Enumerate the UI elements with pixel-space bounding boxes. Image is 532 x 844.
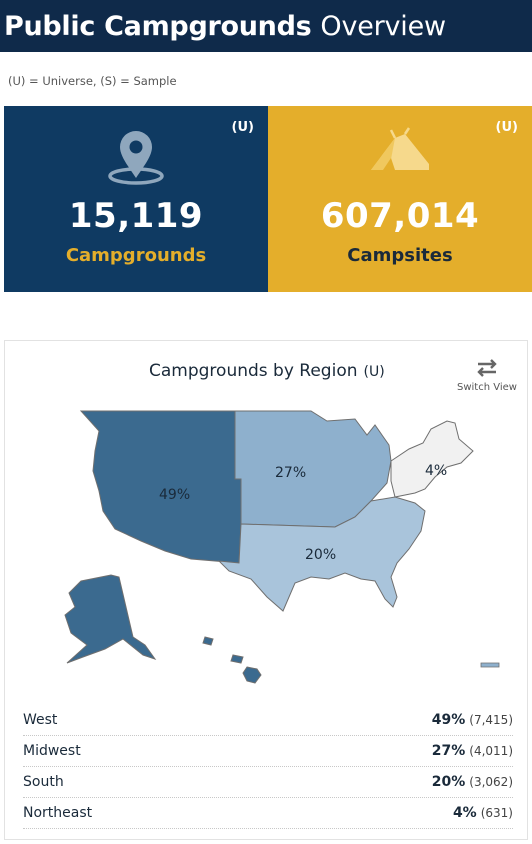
tent-icon	[268, 124, 532, 184]
kpi-value: 607,014	[320, 196, 480, 236]
region-count: (631)	[480, 806, 513, 820]
region-count: (4,011)	[469, 744, 513, 758]
region-value: 27% (4,011)	[432, 743, 513, 759]
page-title: Public Campgrounds	[4, 10, 312, 42]
region-pct: 27%	[431, 743, 466, 759]
kpi-label: Campgrounds	[65, 245, 207, 266]
universe-badge: (U)	[495, 120, 518, 135]
region-name: South	[23, 774, 64, 790]
region-pct: 49%	[431, 712, 466, 728]
legend-note: (U) = Universe, (S) = Sample	[8, 74, 177, 88]
page-subtitle: Overview	[320, 10, 446, 42]
region-value: 49% (7,415)	[432, 712, 513, 728]
kpi-label: Campsites	[347, 245, 453, 266]
region-value: 4% (631)	[453, 805, 513, 821]
region-pct: 20%	[431, 774, 466, 790]
region-card-title: Campgrounds by Region (U)	[149, 361, 385, 381]
region-name: West	[23, 712, 58, 728]
region-hawaii	[202, 636, 262, 684]
universe-badge: (U)	[363, 364, 385, 380]
universe-badge: (U)	[231, 120, 254, 135]
region-count: (7,415)	[469, 713, 513, 727]
switch-view-label: Switch View	[457, 382, 517, 393]
region-value: 20% (3,062)	[432, 774, 513, 790]
region-name: Northeast	[23, 805, 93, 821]
region-midwest	[234, 410, 392, 528]
page-header: Public Campgrounds Overview	[0, 0, 532, 52]
switch-view-button[interactable]: Switch View	[455, 357, 519, 393]
region-table: West 49% (7,415) Midwest 27% (4,011) South…	[23, 705, 513, 829]
region-puerto-rico	[480, 662, 500, 668]
region-count: (3,062)	[469, 775, 513, 789]
kpi-value: 15,119	[68, 196, 204, 236]
region-card: Campgrounds by Region (U) Switch View 49%…	[4, 340, 528, 840]
kpi-campgrounds: (U) 15,119 Campgrounds	[4, 106, 268, 292]
region-title-text: Campgrounds by Region	[149, 361, 358, 381]
map-label-south: 20%	[305, 547, 336, 563]
map-label-northeast: 4%	[425, 463, 447, 479]
switch-icon	[455, 357, 519, 382]
table-row[interactable]: Northeast 4% (631)	[23, 798, 513, 829]
region-south	[217, 496, 426, 612]
table-row[interactable]: West 49% (7,415)	[23, 705, 513, 736]
map-pin-icon	[4, 124, 268, 188]
map-label-midwest: 27%	[275, 465, 306, 481]
table-row[interactable]: Midwest 27% (4,011)	[23, 736, 513, 767]
us-region-map: 49% 27% 20% 4%	[64, 410, 500, 684]
map-label-west: 49%	[159, 487, 190, 503]
region-pct: 4%	[452, 805, 477, 821]
region-name: Midwest	[23, 743, 81, 759]
region-alaska	[64, 574, 157, 664]
region-northeast	[390, 420, 474, 498]
kpi-campsites: (U) 607,014 Campsites	[268, 106, 532, 292]
table-row[interactable]: South 20% (3,062)	[23, 767, 513, 798]
